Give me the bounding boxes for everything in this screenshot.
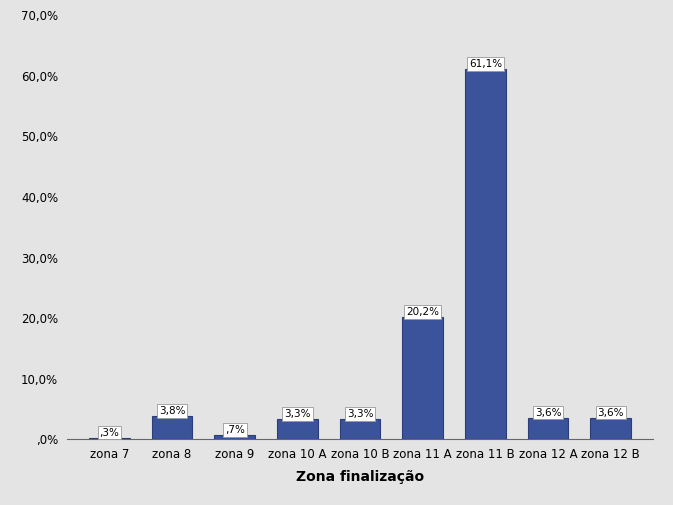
Text: 3,8%: 3,8% — [159, 407, 185, 416]
Text: 3,3%: 3,3% — [284, 410, 311, 419]
X-axis label: Zona finalização: Zona finalização — [296, 470, 424, 484]
Bar — [402, 317, 443, 439]
Text: 3,3%: 3,3% — [347, 410, 374, 419]
Bar — [528, 418, 569, 439]
Text: ,3%: ,3% — [100, 428, 119, 437]
Bar — [214, 435, 255, 439]
Bar — [151, 416, 192, 439]
Text: 3,6%: 3,6% — [535, 408, 561, 418]
Text: ,7%: ,7% — [225, 425, 245, 435]
Text: 3,6%: 3,6% — [598, 408, 624, 418]
Text: 61,1%: 61,1% — [469, 59, 502, 69]
Bar — [277, 419, 318, 439]
Bar — [590, 418, 631, 439]
Bar — [89, 437, 130, 439]
Bar — [340, 419, 380, 439]
Text: 20,2%: 20,2% — [406, 307, 439, 317]
Bar — [465, 69, 506, 439]
